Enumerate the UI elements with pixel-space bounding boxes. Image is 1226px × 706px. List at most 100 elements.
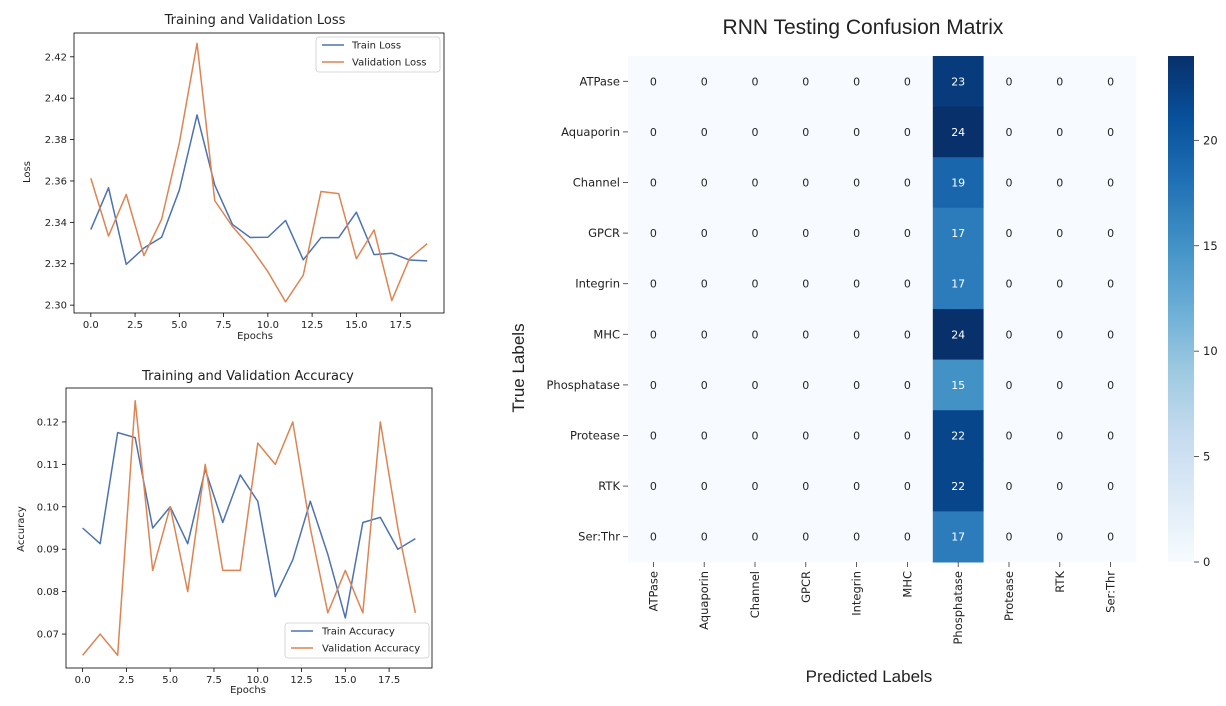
matrix-cell-value: 0: [904, 480, 911, 493]
matrix-cell-value: 0: [1107, 227, 1114, 240]
matrix-cell: [831, 56, 883, 108]
row-label: Channel: [573, 176, 620, 190]
matrix-cell-value: 0: [701, 177, 708, 190]
matrix-cell: [1034, 207, 1086, 259]
accuracy-ytick-label: 0.07: [37, 630, 59, 641]
row-label: ATPase: [579, 74, 620, 88]
matrix-cell: [932, 309, 985, 361]
loss-legend-box: [315, 36, 441, 73]
matrix-cell-value: 0: [802, 430, 809, 443]
matrix-cell: [780, 207, 832, 259]
matrix-cell-value: 0: [650, 379, 657, 392]
matrix-cell-value: 0: [1006, 75, 1013, 88]
matrix-cell-value: 0: [1006, 227, 1013, 240]
matrix-cell-value: 0: [1006, 278, 1013, 291]
matrix-cell: [983, 359, 1035, 411]
matrix-cell-value: 0: [1006, 379, 1013, 392]
matrix-cell: [780, 309, 832, 361]
loss-xtick-label: 15.0: [345, 320, 367, 331]
accuracy-ytick-label: 0.10: [37, 502, 59, 513]
loss-xtick-label: 12.5: [301, 320, 323, 331]
loss-chart-legend: Train Loss Validation Loss: [315, 36, 441, 73]
matrix-cell: [1085, 359, 1137, 411]
matrix-cell-value: 0: [1056, 126, 1063, 139]
colorbar: [1168, 56, 1194, 562]
matrix-cell: [678, 106, 731, 158]
confusion-matrix-title: RNN Testing Confusion Matrix: [723, 16, 1004, 39]
matrix-cell: [780, 410, 832, 462]
matrix-cell-value: 0: [904, 531, 911, 544]
accuracy-legend-val-label: Validation Accuracy: [322, 644, 420, 655]
matrix-cell: [628, 410, 680, 462]
col-label: GPCR: [799, 571, 813, 603]
matrix-cell-value: 17: [951, 531, 965, 544]
matrix-cell: [628, 106, 680, 158]
matrix-cell: [678, 258, 731, 310]
matrix-cell: [1085, 460, 1137, 512]
confusion-matrix-tick-labels: ATPase Aquaporin Channel GPCR Integrin MHC Pho…: [546, 74, 1117, 644]
matrix-cell-value: 22: [951, 430, 965, 443]
matrix-cell: [780, 258, 832, 310]
matrix-cell: [831, 157, 883, 209]
accuracy-chart-xlabel: Epochs: [230, 685, 266, 696]
matrix-cell: [628, 309, 680, 361]
matrix-cell: [932, 511, 985, 563]
matrix-cell-value: 24: [951, 126, 965, 139]
matrix-cell-value: 22: [951, 480, 965, 493]
matrix-cell: [678, 511, 731, 563]
matrix-cell-value: 0: [904, 177, 911, 190]
loss-xtick-label: 0.0: [83, 320, 99, 331]
loss-chart-title: Training and Validation Loss: [164, 13, 346, 28]
matrix-cell: [1034, 410, 1086, 462]
loss-ytick-label: 2.34: [45, 218, 67, 229]
matrix-cell-value: 0: [1107, 531, 1114, 544]
matrix-cell-value: 0: [1056, 75, 1063, 88]
matrix-cell-value: 0: [1056, 177, 1063, 190]
matrix-cell-value: 0: [752, 227, 759, 240]
matrix-cell: [983, 460, 1035, 512]
matrix-cell: [932, 207, 985, 259]
matrix-cell: [729, 56, 781, 108]
matrix-cell-value: 0: [904, 379, 911, 392]
matrix-cell: [729, 258, 781, 310]
matrix-cell: [628, 157, 680, 209]
colorbar-ticks: 0 5 10 15 20: [1194, 133, 1218, 569]
matrix-cell-value: 0: [752, 480, 759, 493]
matrix-cell: [1085, 309, 1137, 361]
matrix-cell-value: 0: [701, 126, 708, 139]
colorbar-tick-label: 15: [1203, 239, 1218, 253]
matrix-cell: [983, 207, 1035, 259]
accuracy-xtick-label: 15.0: [334, 675, 356, 686]
accuracy-legend-train-label: Train Accuracy: [321, 627, 395, 638]
matrix-cell: [628, 207, 680, 259]
loss-xtick-label: 5.0: [171, 320, 187, 331]
matrix-cell: [780, 157, 832, 209]
accuracy-chart-legend: Train Accuracy Validation Accuracy: [284, 622, 430, 659]
matrix-cell: [831, 207, 883, 259]
matrix-cell: [780, 56, 832, 108]
matrix-cell: [882, 309, 934, 361]
accuracy-xtick-label: 2.5: [118, 675, 134, 686]
matrix-cell-value: 0: [650, 177, 657, 190]
matrix-cell-value: 0: [802, 328, 809, 341]
matrix-cell-value: 0: [853, 126, 860, 139]
loss-chart-ylabel: Loss: [22, 161, 33, 183]
accuracy-ytick-label: 0.09: [37, 545, 59, 556]
matrix-cell-value: 0: [752, 278, 759, 291]
loss-chart-xlabel: Epochs: [237, 331, 273, 342]
matrix-cell: [1085, 106, 1137, 158]
matrix-cell-value: 0: [1056, 278, 1063, 291]
matrix-cell-value: 0: [802, 177, 809, 190]
row-label: GPCR: [588, 226, 620, 240]
matrix-cell: [729, 106, 781, 158]
loss-ytick-label: 2.38: [45, 135, 67, 146]
colorbar-tick-label: 5: [1203, 450, 1210, 464]
matrix-cell: [729, 207, 781, 259]
matrix-cell-value: 0: [853, 430, 860, 443]
matrix-cell-value: 0: [650, 75, 657, 88]
matrix-cell-value: 0: [752, 177, 759, 190]
matrix-cell: [729, 511, 781, 563]
matrix-cell-value: 0: [853, 531, 860, 544]
col-label: Protease: [1002, 571, 1016, 621]
matrix-cell: [678, 207, 731, 259]
